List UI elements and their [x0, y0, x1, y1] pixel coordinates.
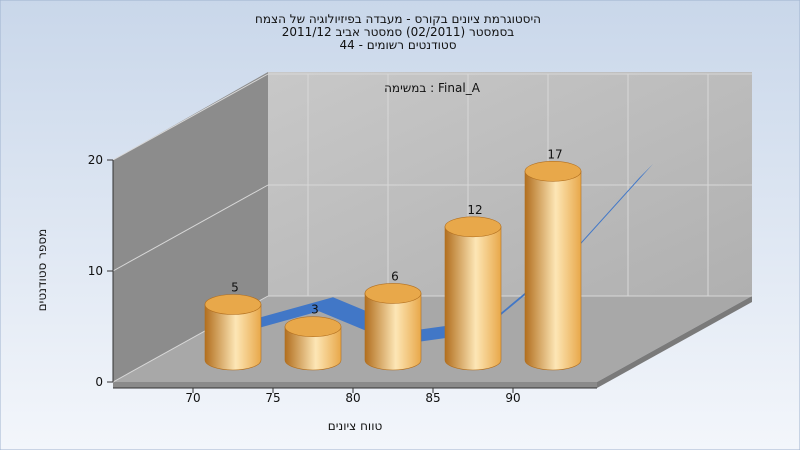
back-wall [268, 72, 752, 296]
bar-body-80 [364, 293, 422, 371]
bar-75: 3 [284, 303, 342, 371]
y-axis-label: מספר סטודנטים [35, 229, 49, 312]
y-tick-label-1: 10 [88, 264, 103, 278]
bar-body-75 [284, 326, 342, 371]
y-tick-label-2: 20 [88, 153, 103, 167]
floor-right-edge [597, 296, 752, 388]
bar-top-80 [364, 283, 422, 304]
floor-front-edge [113, 382, 597, 388]
chart-title-line-2: בסמסטר (02/2011) סמסטר אביב 2011/12 [282, 25, 514, 39]
x-tick-label-2: 80 [345, 391, 360, 405]
x-axis-label: טווח ציונים [328, 419, 383, 433]
bar-value-label-75: 3 [311, 303, 319, 317]
x-tick-label-1: 75 [265, 391, 280, 405]
bar-value-label-85: 12 [467, 203, 482, 217]
bars: 5 3 6 12 17 [204, 147, 582, 371]
bar-value-label-90: 17 [547, 147, 562, 161]
chart-title-line-1: היסטוגרמת ציונים בקורס - מעבדה בפיזיולוג… [255, 12, 541, 26]
grid-line-left-2 [112, 73, 269, 161]
grid-lines [112, 73, 752, 383]
bar-70: 5 [204, 281, 262, 371]
plot-area: 5 3 6 12 17 0 10 20 70 75 80 85 90 [88, 72, 752, 405]
bar-body-70 [204, 304, 262, 371]
bar-80: 6 [364, 269, 422, 371]
bar-top-75 [284, 316, 342, 338]
grid-line-left-1 [112, 184, 269, 272]
chart-title-line-3: סטודנטים רשומים - 44 [339, 38, 456, 52]
bar-top-70 [204, 294, 262, 315]
bar-body-90 [524, 171, 582, 371]
bar-85: 12 [444, 203, 502, 371]
x-tick-label-4: 90 [505, 391, 520, 405]
bar-top-85 [444, 216, 502, 238]
bar-top-90 [524, 161, 582, 182]
x-tick-label-3: 85 [425, 391, 440, 405]
bar-90: 17 [524, 147, 582, 371]
bar-value-label-70: 5 [231, 281, 239, 295]
axes: 0 10 20 70 75 80 85 90 [88, 153, 597, 405]
bar-body-85 [444, 226, 502, 371]
x-tick-label-0: 70 [185, 391, 200, 405]
annotation-label: במשימה : Final_A [384, 81, 481, 95]
y-tick-label-0: 0 [95, 375, 103, 389]
bar-value-label-80: 6 [391, 269, 399, 283]
